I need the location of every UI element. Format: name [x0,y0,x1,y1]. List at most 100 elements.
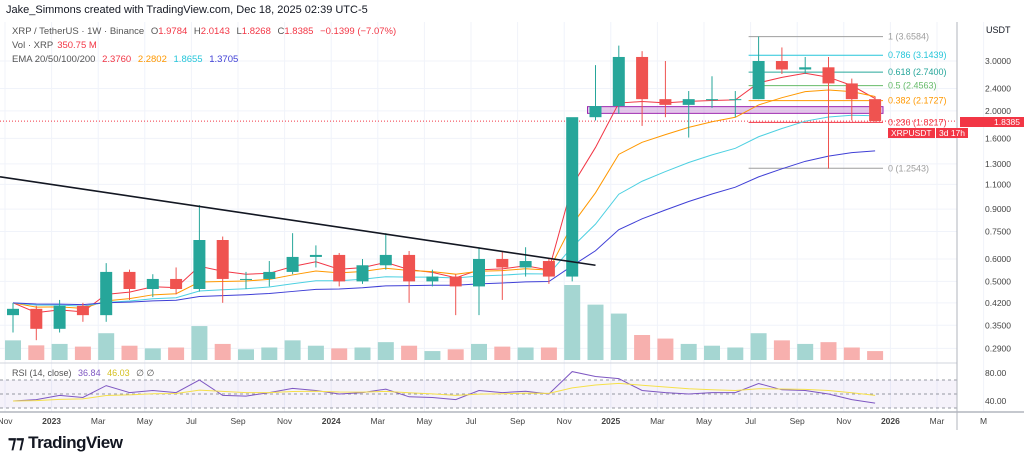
volume-bar [191,326,208,360]
close-value: 1.8385 [284,26,314,37]
time-axis-label: Mar [370,416,385,426]
ema200-line [12,150,876,306]
volume-value: 350.75 M [57,40,97,51]
time-axis-label: M [980,416,987,426]
volume-bar [168,347,185,360]
volume-bar [750,333,767,360]
volume-bar [377,342,394,360]
ema-label: EMA 20/50/100/200 [12,54,96,65]
tradingview-logo[interactable]: ⁊⁊ TradingView [8,433,123,453]
candle-body [636,56,649,100]
rsi-value: 36.84 [78,368,101,378]
candle-body [589,106,602,118]
time-axis-label: Jul [466,416,477,426]
volume-bar [307,345,324,360]
fib-level-label: 0.786 (3.1439) [888,50,947,60]
high-value: 2.0143 [200,26,230,37]
fib-level-label: 1 (3.6584) [888,32,929,42]
time-axis-label: May [137,416,154,426]
price-axis-label: 0.4200 [985,298,1011,308]
volume-bar [98,333,115,360]
time-axis-label: Mar [930,416,945,426]
volume-bar [74,346,91,360]
candle-body [449,276,462,287]
time-axis-label: 2024 [322,416,341,426]
candle-body [775,61,788,70]
candle-body [263,271,276,279]
price-axis-label: 3.0000 [985,56,1011,66]
candle-body [566,117,579,277]
bar-countdown: 3d 17h [936,128,968,138]
credit-line: Jake_Simmons created with TradingView.co… [6,4,368,16]
candle-body [799,67,812,70]
ema50-line [12,89,876,309]
time-axis-label: Sep [510,416,525,426]
time-axis-label: Mar [650,416,665,426]
candle-body [542,261,555,277]
candle-body [659,99,672,105]
volume-bar [28,345,45,360]
volume-label: Vol · XRP [12,40,54,51]
rsi-ma-line [12,382,876,402]
ema20-value: 2.3760 [102,54,132,65]
candle-body [752,61,765,100]
volume-bar [680,343,697,360]
volume-bar [797,343,814,360]
volume-bar [447,349,464,360]
rsi-line [12,371,876,404]
candle-body [426,276,439,282]
symbol-name[interactable]: XRP / TetherUS · 1W · Binance [12,26,145,37]
price-axis-label: 2.4000 [985,83,1011,93]
candle-body [729,99,742,101]
candle-body [682,99,695,105]
candle-body [403,254,416,282]
price-axis-label: 1.6000 [985,133,1011,143]
volume-bar [494,346,511,360]
ema100-line [12,114,876,307]
volume-bar [517,347,534,360]
candle-body [822,67,835,84]
candle-body [869,99,882,122]
volume-bar [843,347,860,360]
volume-bar [657,338,674,360]
fib-level-label: 0.618 (2.7400) [888,67,947,77]
volume-bar [214,343,231,360]
rsi-axis-label: 40.00 [985,396,1007,406]
rsi-legend: RSI (14, close) 36.84 46.03 ∅ ∅ [12,368,158,379]
rsi-label: RSI (14, close) [12,368,72,378]
candle-body [193,240,206,289]
volume-bar [704,345,720,360]
currency-label[interactable]: USDT [986,25,1011,35]
volume-bar [727,347,744,360]
price-axis-label: 1.1000 [985,179,1011,189]
trendline [0,176,596,267]
volume-bar [401,345,418,360]
open-label: O [150,26,159,37]
rsi-extra: ∅ ∅ [136,368,155,378]
volume-bar [867,351,884,360]
rsi-ma-value: 46.03 [107,368,130,378]
time-axis-label: Jul [186,416,197,426]
price-axis-label: 0.3500 [985,320,1011,330]
volume-bar [471,343,487,360]
volume-bar [587,304,604,360]
candle-body [333,254,346,282]
volume-bar [121,345,138,360]
candle-body [146,278,159,289]
tradingview-logo-icon: ⁊⁊ [8,433,29,452]
price-axis-label: 0.6000 [985,254,1011,264]
candle-body [123,271,136,289]
volume-bar [5,340,21,360]
symbol-price-tag: XRPUSDT [888,128,935,138]
candle-body [519,261,532,268]
time-axis-label: Nov [557,416,573,426]
volume-bar [820,342,837,360]
time-axis-label: Jul [745,416,756,426]
candle-body [309,254,322,257]
candle-body [240,278,252,280]
symbol-legend: XRP / TetherUS · 1W · Binance O1.9784 H2… [12,26,400,37]
price-axis-label: 2.0000 [985,106,1011,116]
low-value: 1.8268 [241,26,271,37]
